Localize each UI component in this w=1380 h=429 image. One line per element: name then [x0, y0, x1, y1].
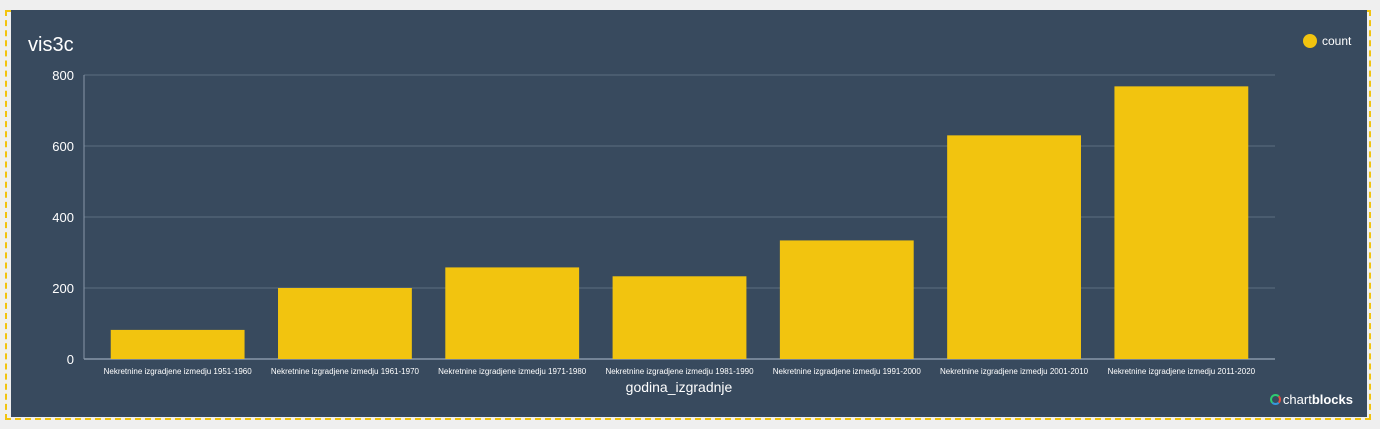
x-axis-label: godina_izgradnje — [626, 379, 733, 395]
chart-title: vis3c — [28, 34, 74, 56]
y-axis-ticks: 0 200 400 600 800 — [52, 68, 74, 367]
legend-label-count: count — [1322, 34, 1352, 48]
y-tick-label: 200 — [52, 281, 74, 296]
chartblocks-logo[interactable]: chart blocks — [1269, 392, 1353, 407]
x-tick-label: Nekretnine izgradjene izmedju 1971-1980 — [438, 367, 587, 376]
x-axis-ticks: Nekretnine izgradjene izmedju 1951-1960 N… — [104, 367, 1256, 376]
brand-suffix: blocks — [1311, 392, 1353, 407]
bar[interactable] — [110, 329, 245, 359]
y-tick-label: 600 — [52, 139, 74, 154]
bar[interactable] — [947, 135, 1081, 359]
chartblocks-icon — [1269, 394, 1281, 405]
x-tick-label: Nekretnine izgradjene izmedju 2011-2020 — [1108, 367, 1256, 376]
x-tick-label: Nekretnine izgradjene izmedju 1981-1990 — [605, 367, 754, 376]
bar[interactable] — [1114, 86, 1249, 360]
bars — [110, 86, 1249, 360]
bar[interactable] — [779, 240, 914, 359]
legend-swatch — [1303, 34, 1317, 48]
legend[interactable]: count — [1303, 34, 1352, 48]
bar[interactable] — [445, 267, 580, 359]
x-tick-label: Nekretnine izgradjene izmedju 1951-1960 — [104, 367, 253, 376]
y-tick-label: 0 — [67, 352, 74, 367]
bar-chart: vis3c 0 200 400 600 800 Nekretnine izgradjen… — [28, 34, 1352, 395]
x-tick-label: Nekretnine izgradjene izmedju 1961-1970 — [271, 367, 420, 376]
y-tick-label: 400 — [52, 210, 74, 225]
y-tick-label: 800 — [52, 68, 74, 83]
x-tick-label: Nekretnine izgradjene izmedju 2001-2010 — [940, 367, 1089, 376]
brand-prefix: chart — [1282, 392, 1312, 407]
bar[interactable] — [278, 288, 412, 359]
chart-panel: vis3c 0 200 400 600 800 Nekretnine izgradjen… — [11, 10, 1367, 417]
bar[interactable] — [612, 276, 747, 359]
x-tick-label: Nekretnine izgradjene izmedju 1991-2000 — [773, 367, 922, 376]
